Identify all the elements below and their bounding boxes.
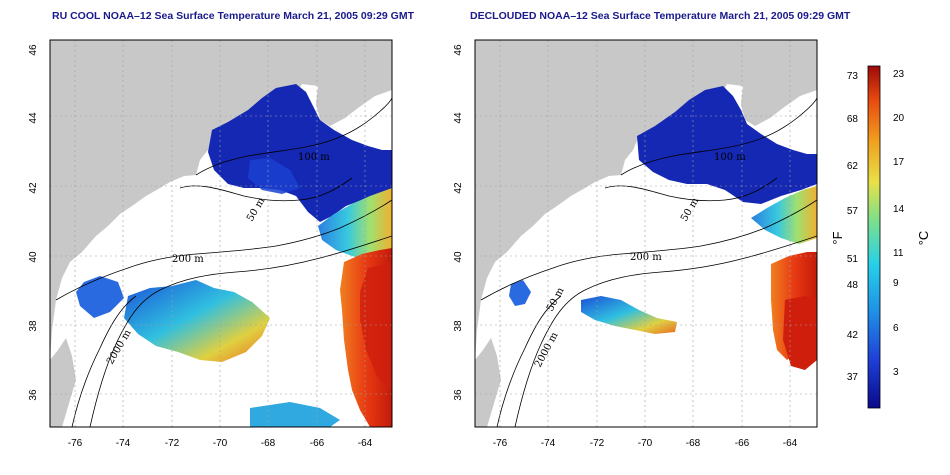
f-tick-48: 48 (847, 280, 859, 291)
right-lat-tick-38: 38 (453, 320, 464, 332)
f-tick-68: 68 (847, 114, 859, 125)
right-lat-tick-46: 46 (453, 44, 464, 56)
sst-warm-core (783, 296, 817, 370)
left-lon-tick-68: -68 (261, 438, 276, 449)
land-mass (50, 40, 392, 360)
left-lat-axis: 46 44 42 40 38 36 (28, 44, 39, 401)
contour-shelf-edge (496, 295, 562, 427)
c-tick-9: 9 (893, 278, 899, 289)
colorbar-strip (867, 65, 881, 409)
f-tick-42: 42 (847, 330, 859, 341)
contour-200m (55, 199, 392, 301)
left-lat-tick-42: 42 (28, 182, 39, 194)
c-tick-14: 14 (893, 204, 905, 215)
left-lon-tick-74: -74 (116, 438, 131, 449)
left-lon-tick-66: -66 (310, 438, 325, 449)
right-lon-tick-76: -76 (493, 438, 508, 449)
sst-mid-blob (124, 280, 270, 362)
contour-100m (195, 97, 392, 176)
c-tick-3: 3 (893, 367, 899, 378)
sst-shelf-region (318, 188, 392, 262)
right-lon-tick-68: -68 (686, 438, 701, 449)
colorbar-c-label: °C (916, 231, 931, 246)
left-lon-tick-64: -64 (358, 438, 373, 449)
right-contour-label-200: 200 m (630, 252, 662, 263)
graticule (50, 40, 392, 427)
right-lat-tick-42: 42 (453, 182, 464, 194)
right-lon-tick-74: -74 (541, 438, 556, 449)
contour-shelf-edge (71, 295, 137, 427)
contour-100m (620, 97, 817, 176)
left-lat-tick-36: 36 (28, 389, 39, 401)
right-contour-label-100: 100 m (714, 152, 746, 163)
left-map-title: RU COOL NOAA–12 Sea Surface Temperature … (52, 10, 415, 22)
contour-2000m (514, 235, 817, 427)
colorbar-c-ticks: 23 20 17 14 11 9 6 3 (893, 69, 905, 378)
nova-scotia (741, 58, 817, 126)
right-lat-tick-44: 44 (453, 112, 464, 124)
c-tick-20: 20 (893, 113, 905, 124)
right-lon-axis: -76 -74 -72 -70 -68 -66 -64 (493, 438, 798, 449)
land-south (475, 338, 501, 427)
land-south (50, 338, 76, 427)
bathymetry-contours (55, 97, 392, 427)
contour-2000m (89, 235, 392, 427)
left-lon-axis: -76 -74 -72 -70 -68 -66 -64 (68, 438, 373, 449)
contour-200m (480, 199, 817, 301)
left-lon-tick-76: -76 (68, 438, 83, 449)
left-map-panel (50, 40, 392, 427)
land-mass (475, 40, 817, 360)
graticule (475, 40, 817, 427)
right-lon-tick-64: -64 (783, 438, 798, 449)
sst-warm-core (360, 262, 392, 390)
sst-cold-region (208, 84, 392, 222)
c-tick-6: 6 (893, 323, 899, 334)
sst-shelf-region (751, 186, 817, 244)
nova-scotia (316, 58, 392, 126)
right-lat-axis: 46 44 42 40 38 36 (453, 44, 464, 401)
right-lon-tick-70: -70 (638, 438, 653, 449)
right-map-title: DECLOUDED NOAA–12 Sea Surface Temperatur… (470, 10, 851, 22)
c-tick-23: 23 (893, 69, 905, 80)
sst-coastal-blue (509, 280, 531, 306)
f-tick-51: 51 (847, 254, 859, 265)
f-tick-62: 62 (847, 161, 859, 172)
sst-cold-region (637, 86, 817, 204)
left-lat-tick-38: 38 (28, 320, 39, 332)
f-tick-73: 73 (847, 71, 859, 82)
contour-50m (604, 177, 778, 202)
left-lat-tick-44: 44 (28, 112, 39, 124)
sst-mid-blob (581, 296, 677, 334)
colorbar: 73 68 62 57 51 48 42 37 23 20 17 14 11 9… (830, 65, 931, 409)
c-tick-11: 11 (893, 248, 904, 259)
left-contour-label-200: 200 m (172, 254, 204, 265)
contour-50m (179, 177, 353, 202)
right-lon-tick-66: -66 (735, 438, 750, 449)
colorbar-f-ticks: 73 68 62 57 51 48 42 37 (847, 71, 859, 383)
left-lat-tick-40: 40 (28, 251, 39, 263)
right-lat-tick-40: 40 (453, 251, 464, 263)
left-contour-label-100: 100 m (298, 152, 330, 163)
right-map-frame (474, 39, 818, 428)
c-tick-17: 17 (893, 157, 905, 168)
left-lon-tick-70: -70 (213, 438, 228, 449)
sst-bottom-strip (250, 402, 340, 427)
right-lon-tick-72: -72 (590, 438, 605, 449)
f-tick-37: 37 (847, 372, 859, 383)
left-lat-tick-46: 46 (28, 44, 39, 56)
left-map-frame (49, 39, 393, 428)
colorbar-f-label: °F (830, 231, 845, 244)
sst-coastal-blue (76, 276, 124, 318)
right-lat-tick-36: 36 (453, 389, 464, 401)
right-map-panel (475, 40, 817, 427)
left-lon-tick-72: -72 (165, 438, 180, 449)
sst-cold-patch (248, 158, 300, 194)
bathymetry-contours (480, 97, 817, 427)
f-tick-57: 57 (847, 206, 859, 217)
